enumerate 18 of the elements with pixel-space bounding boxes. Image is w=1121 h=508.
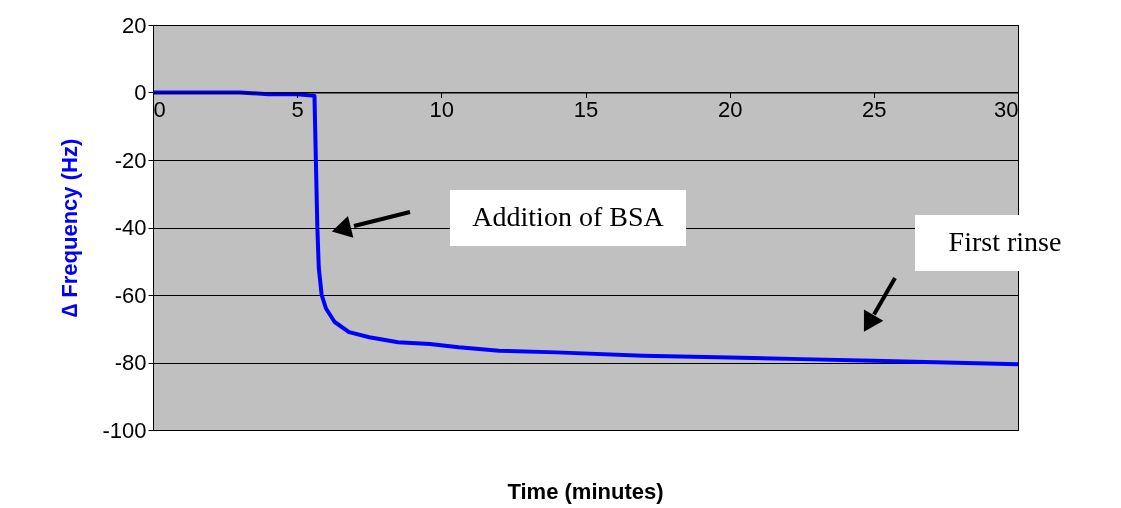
y-tick-label: -100 xyxy=(102,417,147,443)
x-tick-label: 15 xyxy=(573,97,599,122)
y-tick-label: -60 xyxy=(114,282,147,308)
x-tick-label: 20 xyxy=(717,97,743,122)
x-tick-label: 30 xyxy=(994,97,1019,122)
x-tick-label: 0 xyxy=(153,97,166,122)
x-tick-label: 10 xyxy=(429,97,455,122)
y-tick-label: -40 xyxy=(114,215,147,240)
x-tick-label: 25 xyxy=(862,97,887,122)
annotation: Addition of BSA xyxy=(472,201,665,232)
x-tick-label: 5 xyxy=(291,97,304,122)
y-axis-title: ∆ Frequency (Hz) xyxy=(57,138,83,318)
y-tick-label: 20 xyxy=(122,12,147,38)
annotation: First rinse xyxy=(948,226,1062,257)
x-axis-title: Time (minutes) xyxy=(507,479,664,504)
y-tick-label: 0 xyxy=(134,80,147,105)
y-tick-label: -20 xyxy=(114,147,147,173)
y-tick-label: -80 xyxy=(114,350,147,375)
